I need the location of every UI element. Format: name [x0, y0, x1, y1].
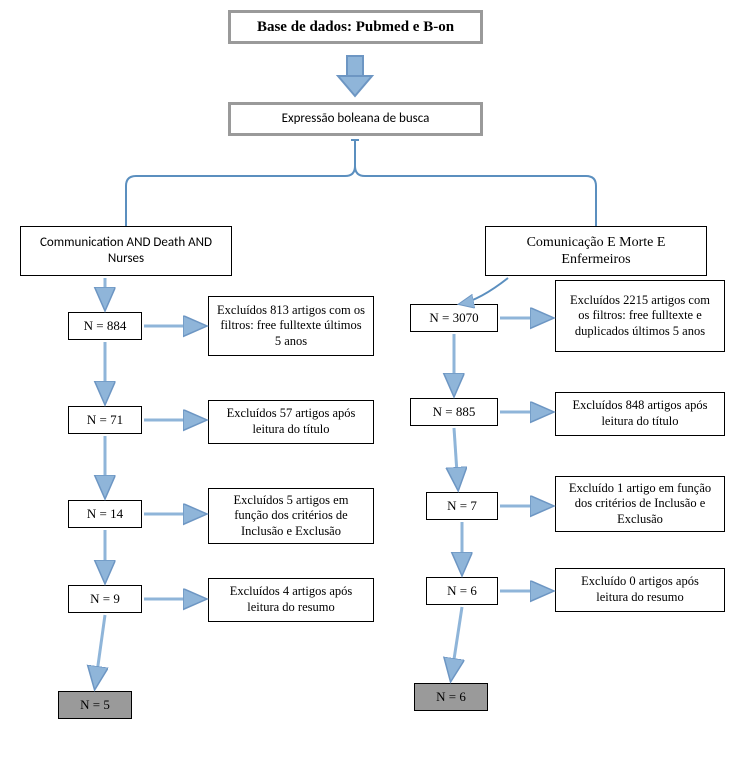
left-final: N = 5 [58, 691, 132, 719]
flowchart-root: Base de dados: Pubmed e B-on Expressão b… [10, 10, 732, 750]
left-ex1: Excluídos 57 artigos após leitura do tít… [208, 400, 374, 444]
left-ex3: Excluídos 4 artigos após leitura do resu… [208, 578, 374, 622]
curve-arrow [460, 278, 508, 304]
right-final: N = 6 [414, 683, 488, 711]
right-ex1: Excluídos 848 artigos após leitura do tí… [555, 392, 725, 436]
left-ex0: Excluídos 813 artigos com os filtros: fr… [208, 296, 374, 356]
expression-box: Expressão boleana de busca [228, 102, 483, 136]
left-n0: N = 884 [68, 312, 142, 340]
left-query-box: Communication AND Death AND Nurses [20, 226, 232, 276]
right-query-box: Comunicação E Morte E Enfermeiros [485, 226, 707, 276]
down-arrow-icon [338, 56, 372, 96]
left-n2: N = 14 [68, 500, 142, 528]
left-ex2: Excluídos 5 artigos em função dos critér… [208, 488, 374, 544]
left-n3: N = 9 [68, 585, 142, 613]
title-box: Base de dados: Pubmed e B-on [228, 10, 483, 44]
right-ex2: Excluído 1 artigo em função dos critério… [555, 476, 725, 532]
right-n0: N = 3070 [410, 304, 498, 332]
left-n1: N = 71 [68, 406, 142, 434]
right-ex0: Excluídos 2215 artigos com os filtros: f… [555, 280, 725, 352]
brace-connector [126, 140, 596, 226]
right-n2: N = 7 [426, 492, 498, 520]
right-ex3: Excluído 0 artigos após leitura do resum… [555, 568, 725, 612]
right-n1: N = 885 [410, 398, 498, 426]
right-n3: N = 6 [426, 577, 498, 605]
